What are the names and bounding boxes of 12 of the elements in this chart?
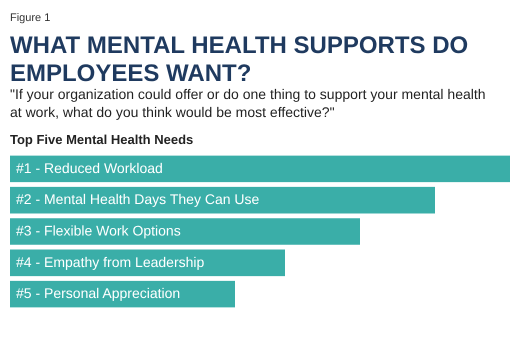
bar [10, 218, 360, 245]
y-tick-label: #1 - Reduced Workload [16, 160, 163, 176]
y-tick-label: #2 - Mental Health Days They Can Use [16, 191, 260, 208]
y-tick-label: #5 - Personal Appreciation [16, 285, 180, 302]
caption: Figure 1 [10, 12, 50, 24]
y-tick-label: #4 - Empathy from Leadership [16, 254, 205, 270]
chart-title: WHAT MENTAL HEALTH SUPPORTS DO EMPLOYEES WANT? [10, 32, 468, 87]
y-tick-label: #3 - Flexible Work Options [16, 222, 181, 238]
chart-subtitle: "If your organization could offer or do one thing to support your mental health at work, what do you think would be most effective?" [10, 86, 486, 120]
text: Top Five Mental Health Needs [10, 132, 194, 147]
bar [10, 156, 510, 182]
bar [10, 186, 435, 214]
